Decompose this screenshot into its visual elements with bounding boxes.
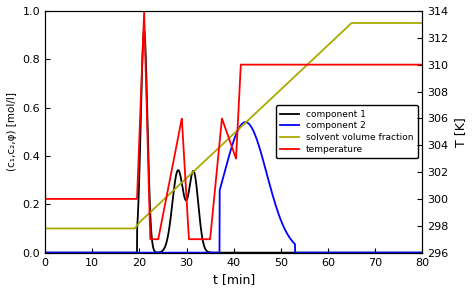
Y-axis label: (c₁,c₂,φ) [mol/l]: (c₁,c₂,φ) [mol/l] — [7, 92, 17, 171]
Y-axis label: T [K]: T [K] — [454, 117, 467, 147]
X-axis label: t [min]: t [min] — [212, 273, 255, 286]
Legend: component 1, component 2, solvent volume fraction, temperature: component 1, component 2, solvent volume… — [276, 105, 418, 159]
